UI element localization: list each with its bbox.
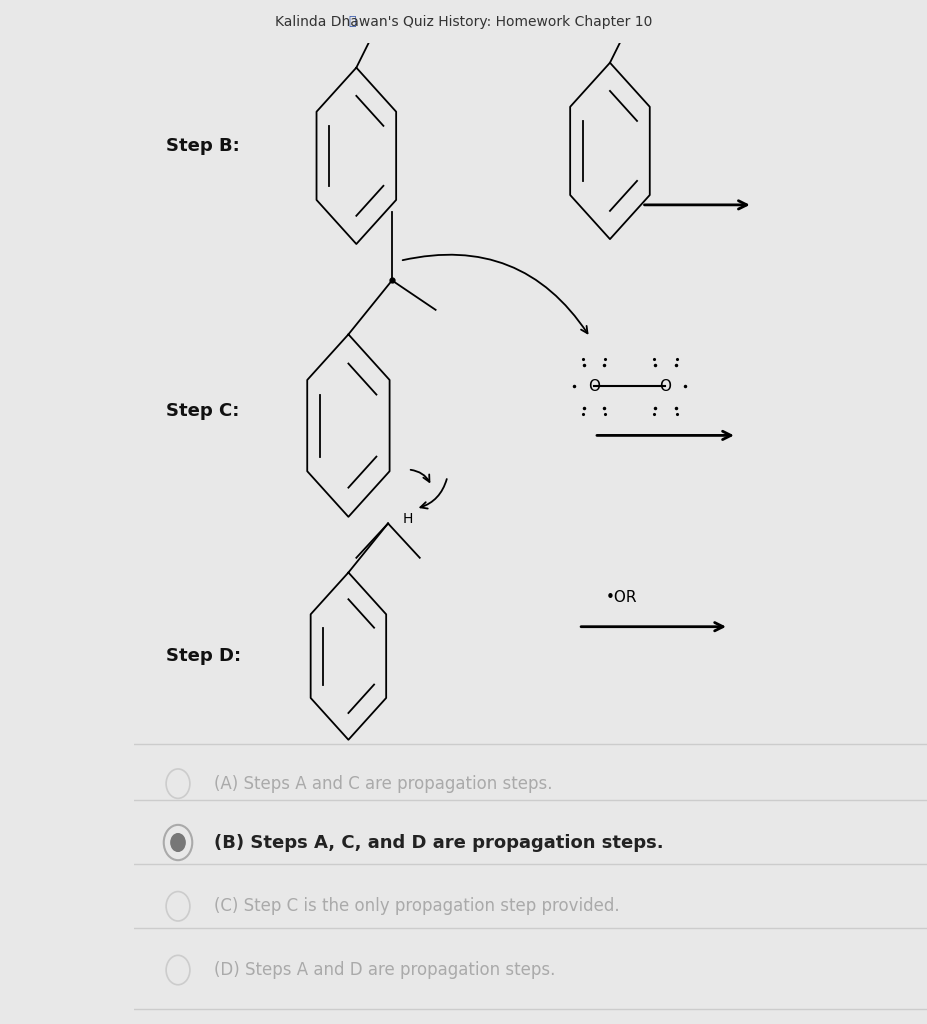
Text: Step B:: Step B:	[166, 137, 240, 155]
Text: O: O	[588, 379, 600, 394]
Circle shape	[171, 834, 185, 851]
Text: (D) Steps A and D are propagation steps.: (D) Steps A and D are propagation steps.	[213, 962, 555, 979]
Text: Step D:: Step D:	[166, 647, 241, 666]
Text: (C) Step C is the only propagation step provided.: (C) Step C is the only propagation step …	[213, 897, 619, 915]
Text: Step C:: Step C:	[166, 401, 239, 420]
Text: ⛨: ⛨	[349, 15, 356, 28]
Text: •OR: •OR	[606, 590, 638, 605]
Text: (A) Steps A and C are propagation steps.: (A) Steps A and C are propagation steps.	[213, 775, 552, 793]
Text: O: O	[659, 379, 671, 394]
Text: H: H	[402, 512, 413, 525]
Text: Kalinda Dhawan's Quiz History: Homework Chapter 10: Kalinda Dhawan's Quiz History: Homework …	[274, 14, 653, 29]
Text: (B) Steps A, C, and D are propagation steps.: (B) Steps A, C, and D are propagation st…	[213, 834, 664, 852]
